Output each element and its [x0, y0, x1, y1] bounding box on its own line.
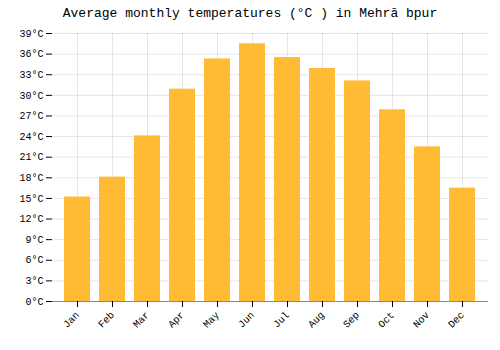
svg-text:12°C: 12°C — [19, 214, 43, 225]
svg-text:24°C: 24°C — [19, 132, 43, 143]
svg-text:Oct: Oct — [376, 310, 397, 331]
svg-text:Nov: Nov — [411, 310, 432, 331]
svg-text:3°C: 3°C — [25, 276, 43, 287]
svg-text:30°C: 30°C — [19, 91, 43, 102]
svg-text:33°C: 33°C — [19, 70, 43, 81]
svg-text:9°C: 9°C — [25, 235, 43, 246]
svg-text:Jul: Jul — [271, 310, 292, 331]
svg-text:Aug: Aug — [306, 310, 327, 331]
svg-text:Feb: Feb — [96, 310, 117, 331]
svg-text:15°C: 15°C — [19, 194, 43, 205]
svg-text:6°C: 6°C — [25, 255, 43, 266]
svg-text:Jun: Jun — [236, 310, 257, 331]
svg-text:0°C: 0°C — [25, 297, 43, 308]
svg-text:Jan: Jan — [61, 310, 82, 331]
svg-text:May: May — [201, 310, 222, 331]
svg-text:27°C: 27°C — [19, 111, 43, 122]
svg-text:36°C: 36°C — [19, 49, 43, 60]
svg-text:Dec: Dec — [446, 310, 467, 331]
svg-text:21°C: 21°C — [19, 152, 43, 163]
svg-text:18°C: 18°C — [19, 173, 43, 184]
svg-text:Apr: Apr — [166, 310, 187, 331]
svg-text:Sep: Sep — [341, 310, 362, 331]
svg-text:Mar: Mar — [131, 310, 152, 331]
html-text:Average monthly temperatures (: Average monthly temperatures (°C ) in Me… — [62, 6, 438, 21]
svg-text:39°C: 39°C — [19, 29, 43, 40]
